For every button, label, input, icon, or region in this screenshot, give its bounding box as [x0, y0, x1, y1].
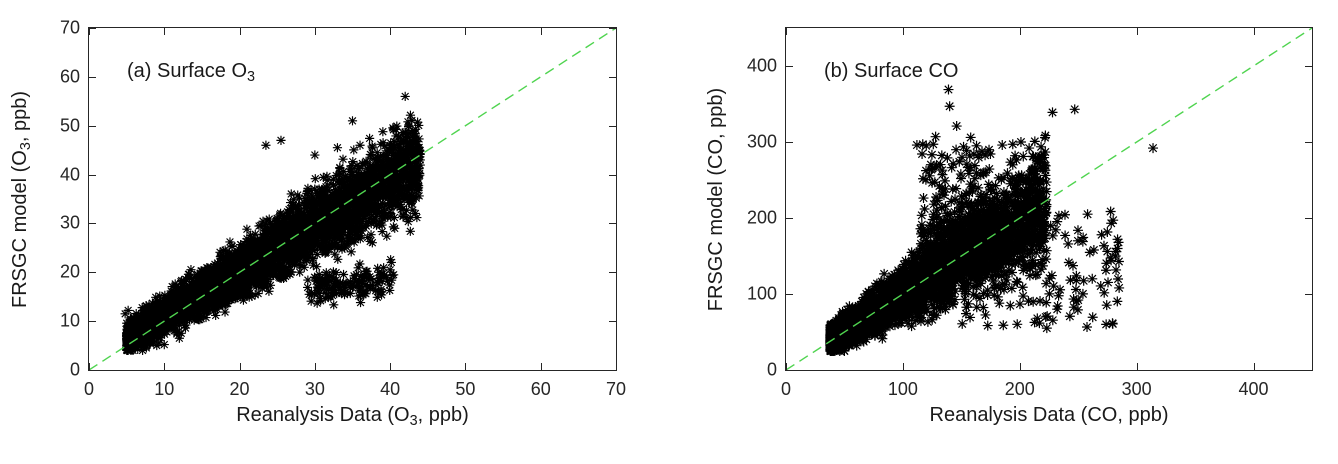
y-axis-label-rotated-a: FRSGC model (O3, ppb) [8, 90, 34, 308]
x-axis-label-b: Reanalysis Data (CO, ppb) [786, 404, 1312, 427]
y-axis-label-b: FRSGC model (CO, ppb) [700, 28, 734, 370]
x-tick-label-a: 10 [154, 379, 175, 399]
panel-a-surface-o3: 0 10 20 30 40 50 60 70 0 10 20 30 40 50 60 70 (a) Surfac… [9, 18, 627, 430]
panel-title-b: (b) Surface CO [824, 60, 958, 83]
x-tick-label-b: 0 [780, 379, 792, 399]
x-tick-label-a: 20 [229, 379, 250, 399]
panel-title-a: (a) Surface O3 [127, 60, 256, 86]
y-tick-label-b: 200 [746, 207, 777, 228]
x-axis-label-a: Reanalysis Data (O3, ppb) [89, 404, 616, 430]
x-tick-label-b: 300 [1121, 379, 1152, 399]
y-tick-label-b: 400 [746, 55, 777, 76]
y-axis-label-a: FRSGC model (O3, ppb) [3, 28, 37, 370]
y-tick-label-b: 100 [746, 283, 777, 304]
x-axis-label-text-b: Reanalysis Data (CO, ppb) [929, 404, 1169, 426]
y-tick-label-a: 60 [59, 66, 80, 87]
x-axis-label-text-a: Reanalysis Data (O3, ppb) [236, 404, 469, 430]
y-tick-label-a: 10 [59, 310, 80, 331]
y-axis-label-text-b: FRSGC model (CO, ppb) [705, 87, 728, 311]
x-tick-label-b: 400 [1238, 379, 1269, 399]
y-tick-label-a: 0 [69, 359, 80, 380]
x-tick-label-a: 50 [455, 379, 476, 399]
y-tick-label-a: 50 [59, 115, 80, 136]
panel-title-text-b: (b) Surface CO [824, 60, 959, 82]
y-tick-label-a: 30 [59, 212, 80, 233]
x-tick-label-a: 40 [380, 379, 401, 399]
x-tick-label-a: 0 [83, 379, 95, 399]
y-axis-label-text-a-subscript: 3 [17, 141, 34, 150]
y-tick-label-b: 0 [766, 359, 777, 380]
y-tick-label-b: 300 [746, 131, 777, 152]
y-tick-label-a: 70 [59, 17, 80, 38]
panel-title-text-a: (a) Surface O3 [127, 60, 256, 86]
panel-b-surface-co: 0 100 200 300 400 0 100 200 300 400 (b) Surface CO… [706, 27, 1313, 426]
y-axis-label-rotated-b: FRSGC model (CO, ppb) [706, 87, 729, 310]
y-axis-label-text-a: FRSGC model (O3, ppb) [8, 90, 34, 308]
panel-title-text-a-subscript: 3 [247, 69, 256, 86]
y-tick-label-a: 40 [59, 164, 80, 185]
x-tick-label-a: 70 [605, 379, 627, 399]
x-tick-label-b: 100 [887, 379, 918, 399]
y-tick-label-a: 20 [59, 261, 80, 282]
scatter-plot-canvas-a [89, 28, 616, 370]
scatter-plot-canvas-b [786, 28, 1312, 370]
x-axis-label-text-a-subscript: 3 [409, 413, 418, 430]
x-tick-label-b: 200 [1004, 379, 1035, 399]
x-tick-label-a: 30 [304, 379, 325, 399]
x-tick-label-a: 60 [530, 379, 551, 399]
